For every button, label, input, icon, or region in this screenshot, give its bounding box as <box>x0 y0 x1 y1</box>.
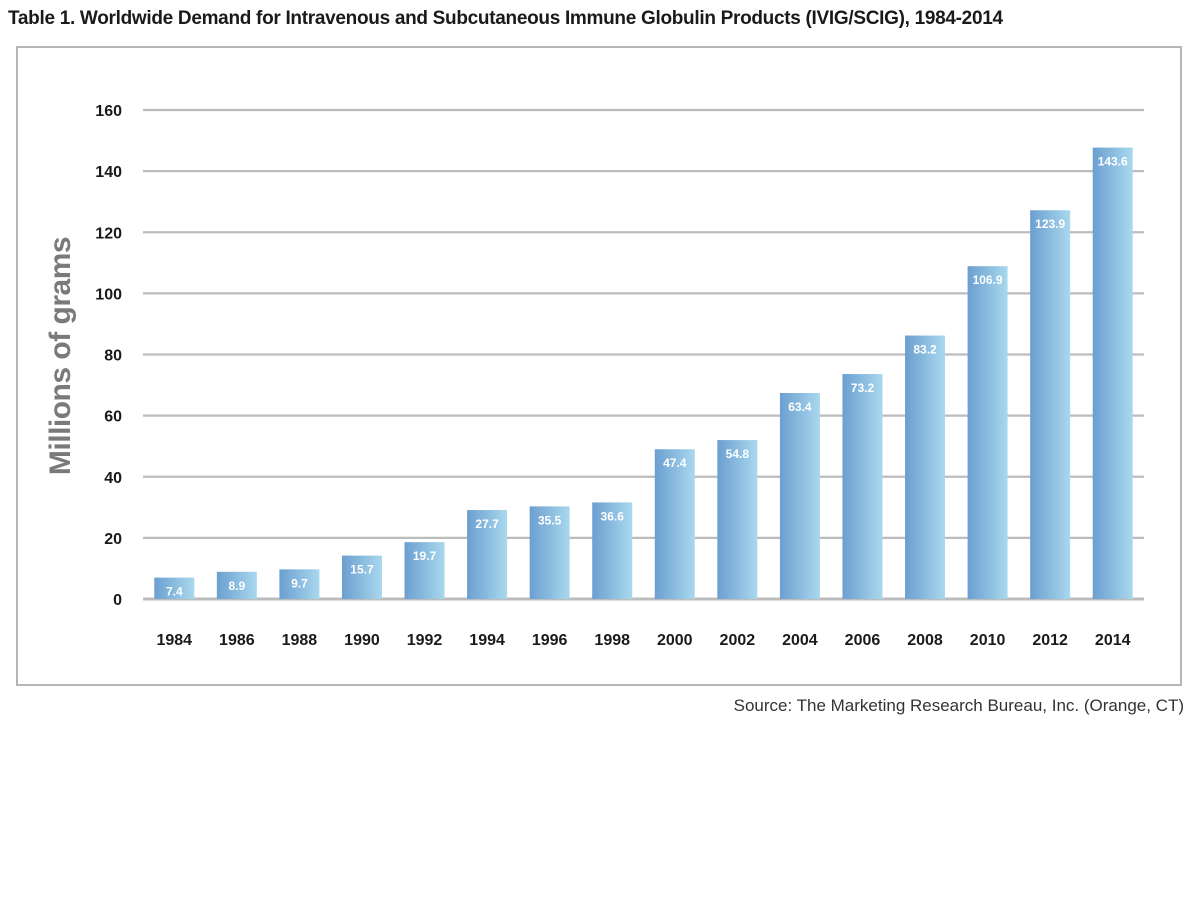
x-tick-label-2012: 2012 <box>1032 632 1068 649</box>
chart-frame: 0 20 40 60 80 100 120 140 160 7.4 8.9 9.7 15.7 19.7 2… <box>16 46 1182 686</box>
x-tick-label-2004: 2004 <box>782 632 818 649</box>
y-tick-label: 0 <box>113 592 122 609</box>
y-tick-label: 80 <box>104 348 122 365</box>
data-label-2014: 143.6 <box>1098 155 1128 169</box>
data-label-2002: 54.8 <box>726 447 750 461</box>
data-label-2000: 47.4 <box>663 456 687 470</box>
bar-1984 <box>154 577 195 599</box>
bar-2002 <box>717 440 758 599</box>
x-tick-label-1990: 1990 <box>344 632 380 649</box>
data-label-1994: 27.7 <box>475 517 499 531</box>
bar-2006 <box>842 374 883 599</box>
data-label-2012: 123.9 <box>1035 217 1065 231</box>
data-label-1996: 35.5 <box>538 513 562 527</box>
data-label-2004: 63.4 <box>788 400 812 414</box>
bar-2014 <box>1092 147 1133 600</box>
bar-2010 <box>967 266 1008 599</box>
y-tick-label: 120 <box>95 225 122 242</box>
x-tick-label-2000: 2000 <box>657 632 693 649</box>
bar-2004 <box>779 393 820 599</box>
x-tick-label-1988: 1988 <box>282 632 318 649</box>
bar-1990 <box>341 555 382 599</box>
x-tick-label-2010: 2010 <box>970 632 1006 649</box>
data-label-1984: 7.4 <box>166 585 183 599</box>
x-tick-label-2002: 2002 <box>720 632 756 649</box>
data-label-2010: 106.9 <box>973 273 1003 287</box>
bar-1988 <box>279 569 320 599</box>
x-axis-ticks: 1984 1986 1988 1990 1992 1994 1996 1998 2000 2002… <box>156 632 1130 649</box>
y-tick-label: 160 <box>95 103 122 120</box>
bar-1996 <box>529 506 570 599</box>
bar-1998 <box>592 502 633 599</box>
data-label-1998: 36.6 <box>601 509 625 523</box>
x-tick-label-2006: 2006 <box>845 632 881 649</box>
bar-2000 <box>654 449 695 599</box>
bar-1994 <box>467 510 508 599</box>
x-tick-label-1986: 1986 <box>219 632 255 649</box>
x-tick-label-1996: 1996 <box>532 632 568 649</box>
data-labels: 7.4 8.9 9.7 15.7 19.7 27.7 35.5 36.6 47.4 54.8 63.… <box>166 155 1128 599</box>
bar-chart: 0 20 40 60 80 100 120 140 160 7.4 8.9 9.7 15.7 19.7 2… <box>44 103 1144 649</box>
y-tick-label: 100 <box>95 286 122 303</box>
y-axis-ticks: 0 20 40 60 80 100 120 140 160 <box>95 103 122 609</box>
data-label-1992: 19.7 <box>413 549 437 563</box>
y-tick-label: 40 <box>104 470 122 487</box>
x-tick-label-1992: 1992 <box>407 632 443 649</box>
data-label-1988: 9.7 <box>291 576 308 590</box>
x-tick-label-2014: 2014 <box>1095 632 1131 649</box>
y-axis-label: Millions of grams <box>44 237 77 475</box>
data-label-2006: 73.2 <box>851 381 875 395</box>
source-note: Source: The Marketing Research Bureau, I… <box>733 696 1184 715</box>
y-tick-label: 60 <box>104 409 122 426</box>
y-tick-label: 20 <box>104 531 122 548</box>
y-tick-label: 140 <box>95 164 122 181</box>
bar-1992 <box>404 542 445 599</box>
chart-title: Table 1. Worldwide Demand for Intravenou… <box>8 8 1003 29</box>
x-tick-label-1984: 1984 <box>156 632 192 649</box>
x-tick-label-1998: 1998 <box>594 632 630 649</box>
data-label-2008: 83.2 <box>913 343 937 357</box>
bars <box>154 147 1133 600</box>
x-tick-label-1994: 1994 <box>469 632 505 649</box>
x-tick-label-2008: 2008 <box>907 632 943 649</box>
data-label-1986: 8.9 <box>229 579 246 593</box>
bar-2012 <box>1030 210 1071 599</box>
data-label-1990: 15.7 <box>350 563 374 577</box>
bar-1986 <box>216 571 257 599</box>
bar-2008 <box>905 335 946 599</box>
